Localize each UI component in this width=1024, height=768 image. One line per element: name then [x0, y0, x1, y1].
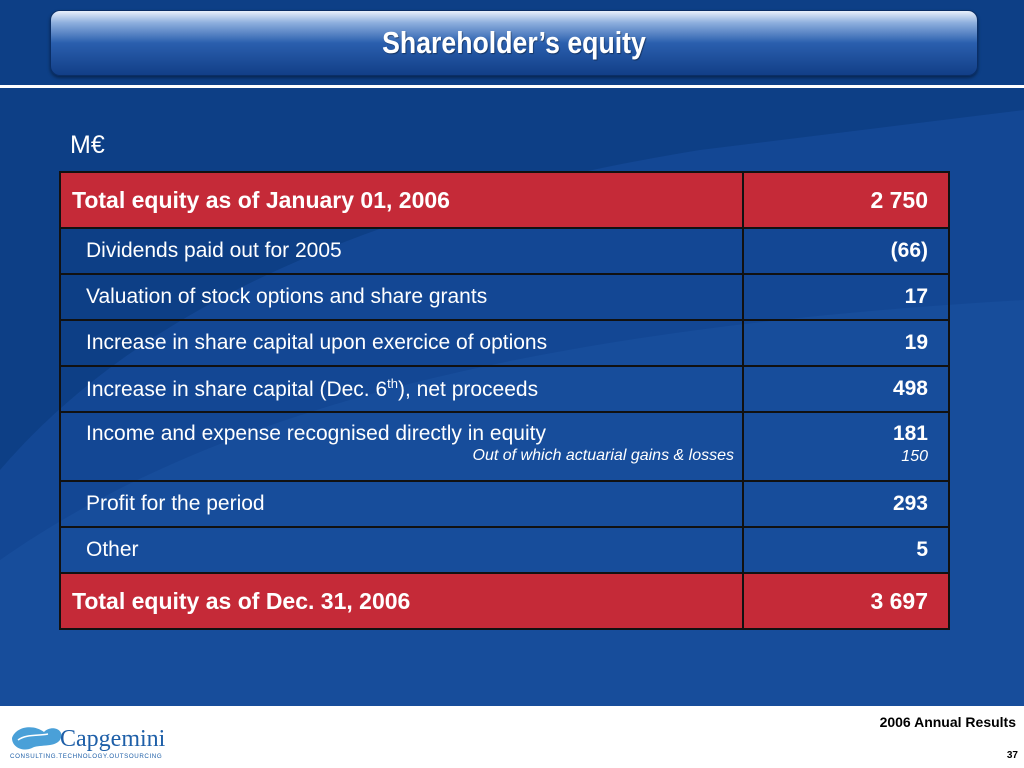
- row-label: Increase in share capital upon exercice …: [59, 319, 744, 367]
- row-value: 181: [892, 422, 928, 445]
- row-label: Other: [59, 526, 744, 574]
- table-row: Other 5: [59, 526, 950, 574]
- row-label-text: Increase in share capital (Dec. 6: [86, 378, 388, 401]
- table-row: Increase in share capital upon exercice …: [59, 319, 950, 367]
- unit-label: M€: [70, 131, 105, 159]
- table-row: Valuation of stock options and share gra…: [59, 273, 950, 321]
- report-title: 2006 Annual Results: [879, 714, 1016, 730]
- table-row: Income and expense recognised directly i…: [59, 411, 950, 482]
- table-row: Profit for the period 293: [59, 480, 950, 528]
- capgemini-logo: Capgemini CONSULTING.TECHNOLOGY.OUTSOURC…: [10, 726, 166, 760]
- opening-label: Total equity as of January 01, 2006: [59, 171, 744, 229]
- row-value: 498: [742, 365, 950, 413]
- closing-value: 3 697: [742, 572, 950, 630]
- row-value: (66): [742, 227, 950, 275]
- logo-tagline: CONSULTING.TECHNOLOGY.OUTSOURCING: [10, 753, 162, 760]
- row-value: 293: [742, 480, 950, 528]
- row-label: Increase in share capital (Dec. 6th), ne…: [59, 365, 744, 413]
- slide-background: Shareholder’s equity M€ Total equity as …: [0, 0, 1024, 706]
- title-divider: [0, 85, 1024, 88]
- table-row-opening: Total equity as of January 01, 2006 2 75…: [59, 171, 950, 229]
- row-value-cell: 181 150: [742, 411, 950, 482]
- row-label-cell: Income and expense recognised directly i…: [59, 411, 744, 482]
- row-label-superscript: th: [387, 376, 398, 391]
- row-sub-note: Out of which actuarial gains & losses: [472, 447, 734, 464]
- row-label: Profit for the period: [59, 480, 744, 528]
- closing-label: Total equity as of Dec. 31, 2006: [59, 572, 744, 630]
- title-bar: Shareholder’s equity: [50, 10, 978, 76]
- row-label: Income and expense recognised directly i…: [86, 422, 546, 445]
- logo-wordmark: Capgemini: [60, 726, 166, 752]
- table-row: Dividends paid out for 2005 (66): [59, 227, 950, 275]
- row-label-text-end: ), net proceeds: [398, 378, 539, 401]
- row-sub-value: 150: [901, 448, 928, 465]
- table-row-closing: Total equity as of Dec. 31, 2006 3 697: [59, 572, 950, 630]
- equity-table: Total equity as of January 01, 2006 2 75…: [59, 171, 950, 630]
- row-value: 17: [742, 273, 950, 321]
- opening-value: 2 750: [742, 171, 950, 229]
- table-row: Increase in share capital (Dec. 6th), ne…: [59, 365, 950, 413]
- slide-title: Shareholder’s equity: [382, 25, 646, 60]
- row-label: Dividends paid out for 2005: [59, 227, 744, 275]
- page-number: 37: [1006, 750, 1018, 761]
- row-value: 5: [742, 526, 950, 574]
- row-label: Valuation of stock options and share gra…: [59, 273, 744, 321]
- row-value: 19: [742, 319, 950, 367]
